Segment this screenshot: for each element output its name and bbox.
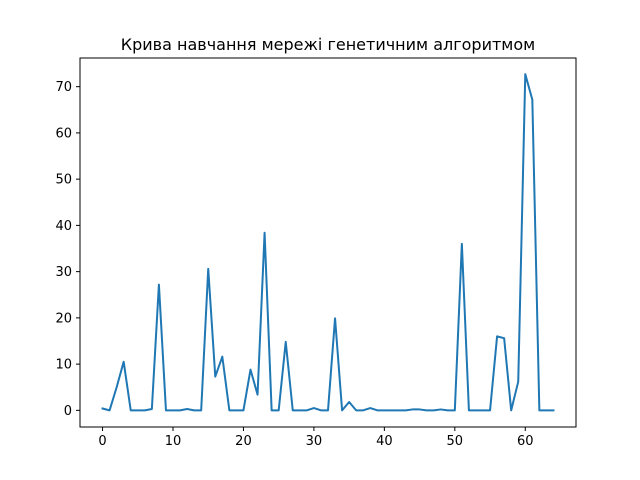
x-tick-label-0: 0 [98,434,106,449]
x-tick-label-40: 40 [376,434,393,449]
y-tick-label-60: 60 [55,126,72,141]
x-tick-label-60: 60 [517,434,534,449]
x-tick-label-10: 10 [165,434,182,449]
series-line-0 [101,73,555,412]
plot-area: 0 10 20 30 40 50 60 0 10 20 30 40 50 60 70 [55,57,577,449]
x-tick-label-50: 50 [447,434,464,449]
axes-frame [79,57,577,428]
y-tick-label-40: 40 [55,219,72,234]
x-tick-label-30: 30 [306,434,323,449]
chart-title: Крива навчання мережі генетичним алгорит… [121,35,535,54]
y-tick-label-20: 20 [55,311,72,326]
y-tick-label-0: 0 [64,404,72,419]
y-tick-label-30: 30 [55,265,72,280]
y-tick-label-70: 70 [55,80,72,95]
y-tick-label-50: 50 [55,173,72,188]
x-tick-label-20: 20 [235,434,252,449]
y-tick-label-10: 10 [55,358,72,373]
